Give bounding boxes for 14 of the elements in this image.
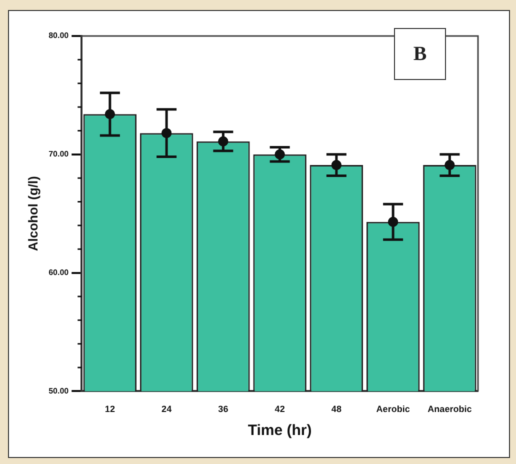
x-tick-label: 42 bbox=[274, 404, 285, 414]
x-tick-label: 36 bbox=[218, 404, 228, 414]
x-tick-label: 48 bbox=[331, 404, 342, 414]
x-tick-label: 12 bbox=[104, 404, 115, 414]
y-axis-title: Alcohol (g/l) bbox=[25, 176, 40, 252]
y-tick-label: 70.00 bbox=[48, 150, 70, 159]
y-tick-label: 80.00 bbox=[48, 31, 70, 40]
x-tick-label: Aerobic bbox=[376, 404, 410, 414]
x-tick-label: 24 bbox=[162, 404, 172, 414]
x-axis-title: Time (hr) bbox=[248, 422, 312, 440]
y-tick-label: 60.00 bbox=[48, 268, 70, 278]
x-tick-label: Anaerobic bbox=[428, 404, 472, 414]
annotation: B bbox=[394, 28, 446, 80]
y-tick-label: 50.00 bbox=[48, 386, 70, 396]
